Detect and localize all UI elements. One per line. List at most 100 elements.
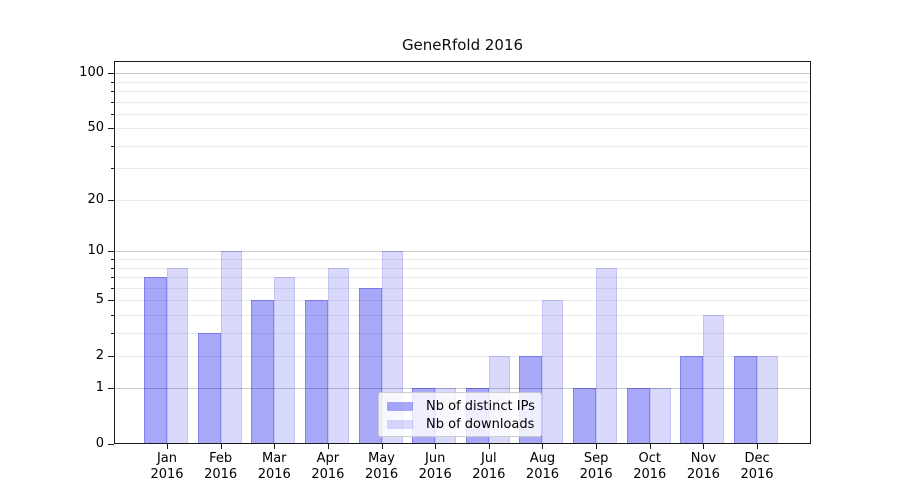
gridline-minor [114, 314, 811, 316]
bar-nb-of-distinct-ips-oct [626, 388, 650, 444]
gridline-minor [114, 145, 811, 147]
y-tick-mark [108, 128, 114, 130]
x-tick-year: 2016 [150, 467, 184, 482]
x-tick-month: Mar [262, 451, 287, 466]
y-tick-label: 0 [95, 436, 104, 451]
y-tick-mark [108, 73, 114, 75]
gridline-major [114, 388, 811, 390]
y-minor-tick-mark [111, 287, 114, 289]
x-tick-year: 2016 [525, 467, 560, 482]
bar-nb-of-distinct-ips-dec [734, 355, 758, 444]
bar-nb-of-distinct-ips-sep [573, 388, 597, 444]
legend-swatch-distinct-ips [387, 401, 413, 411]
y-tick-label: 20 [87, 191, 104, 207]
x-tick-label-may: May 2016 [340, 451, 424, 483]
x-tick-year: 2016 [257, 467, 291, 482]
x-tick-label-oct: Oct 2016 [608, 451, 692, 483]
x-tick-year: 2016 [418, 467, 452, 482]
x-tick-year: 2016 [579, 467, 613, 482]
x-tick-month: Feb [209, 451, 233, 466]
y-minor-tick-mark [111, 145, 114, 147]
y-tick-mark [108, 444, 114, 445]
x-tick-month: Jun [425, 451, 446, 466]
y-tick-label: 100 [79, 65, 104, 81]
legend-label-downloads: Nb of downloads [426, 416, 535, 432]
bar-nb-of-downloads-nov [703, 314, 725, 444]
gridline-minor [114, 355, 811, 357]
y-minor-tick-mark [111, 91, 114, 93]
plot-area [114, 61, 811, 444]
bar-nb-of-distinct-ips-feb [197, 332, 221, 444]
x-tick-label-jun: Jun 2016 [393, 451, 477, 483]
gridline-minor [114, 300, 811, 302]
x-tick-mark [703, 444, 705, 449]
bar-nb-of-downloads-apr [327, 267, 349, 444]
legend-swatch-downloads [387, 419, 413, 429]
legend-item-downloads: Nb of downloads [387, 415, 535, 433]
x-tick-month: Dec [744, 451, 770, 466]
x-tick-year: 2016 [740, 467, 774, 482]
x-tick-month: Oct [638, 451, 661, 466]
gridline-minor [114, 267, 811, 269]
y-tick-mark [108, 355, 114, 357]
y-minor-tick-mark [111, 101, 114, 103]
bar-nb-of-distinct-ips-nov [680, 355, 704, 444]
x-tick-mark [649, 444, 651, 449]
gridline-minor [114, 199, 811, 201]
bar-nb-of-downloads-sep [596, 267, 618, 444]
gridline-minor [114, 332, 811, 334]
x-tick-mark [167, 444, 168, 449]
x-tick-mark [542, 444, 544, 449]
y-minor-tick-mark [111, 277, 114, 279]
x-tick-year: 2016 [686, 467, 720, 482]
gridline-minor [114, 277, 811, 279]
y-minor-tick-mark [111, 332, 114, 334]
bar-nb-of-downloads-mar [274, 277, 296, 444]
x-tick-month: Aug [529, 451, 556, 466]
y-minor-tick-mark [111, 168, 114, 170]
y-tick-label: 5 [95, 292, 104, 308]
x-tick-mark [596, 444, 598, 449]
gridline-minor [114, 259, 811, 261]
gridline-minor [114, 113, 811, 115]
x-tick-label-aug: Aug 2016 [500, 451, 584, 483]
x-tick-mark [757, 444, 759, 449]
gridline-minor [114, 287, 811, 289]
x-tick-label-feb: Feb 2016 [179, 451, 263, 483]
gridline-minor [114, 168, 811, 170]
x-tick-mark [274, 444, 276, 449]
gridline-minor [114, 101, 811, 103]
y-tick-mark [108, 251, 114, 253]
x-tick-year: 2016 [204, 467, 238, 482]
y-minor-tick-mark [111, 259, 114, 261]
bar-nb-of-downloads-oct [649, 388, 671, 444]
x-tick-label-dec: Dec 2016 [715, 451, 799, 483]
x-tick-month: Apr [316, 451, 340, 466]
x-tick-month: Jan [156, 451, 178, 466]
x-tick-month: Sep [583, 451, 609, 466]
legend: Nb of distinct IPs Nb of downloads [378, 392, 542, 437]
gridline-major [114, 73, 811, 75]
y-minor-tick-mark [111, 113, 114, 115]
bar-nb-of-distinct-ips-apr [304, 300, 328, 444]
y-minor-tick-mark [111, 81, 114, 83]
x-tick-label-mar: Mar 2016 [232, 451, 316, 483]
y-tick-mark [108, 199, 114, 201]
x-tick-year: 2016 [365, 467, 399, 482]
gridline-minor [114, 128, 811, 130]
x-tick-label-jan: Jan 2016 [125, 451, 209, 483]
x-tick-month: Jul [480, 451, 497, 466]
x-tick-label-apr: Apr 2016 [286, 451, 370, 483]
y-minor-tick-mark [111, 314, 114, 316]
x-tick-year: 2016 [472, 467, 506, 482]
y-minor-tick-mark [111, 267, 114, 269]
x-tick-year: 2016 [633, 467, 667, 482]
x-tick-mark [327, 444, 329, 449]
y-tick-label: 2 [95, 347, 104, 363]
bar-nb-of-distinct-ips-mar [251, 300, 275, 444]
y-tick-mark [108, 300, 114, 302]
bar-nb-of-downloads-aug [542, 300, 564, 444]
x-tick-year: 2016 [311, 467, 345, 482]
legend-label-distinct-ips: Nb of distinct IPs [426, 398, 535, 414]
